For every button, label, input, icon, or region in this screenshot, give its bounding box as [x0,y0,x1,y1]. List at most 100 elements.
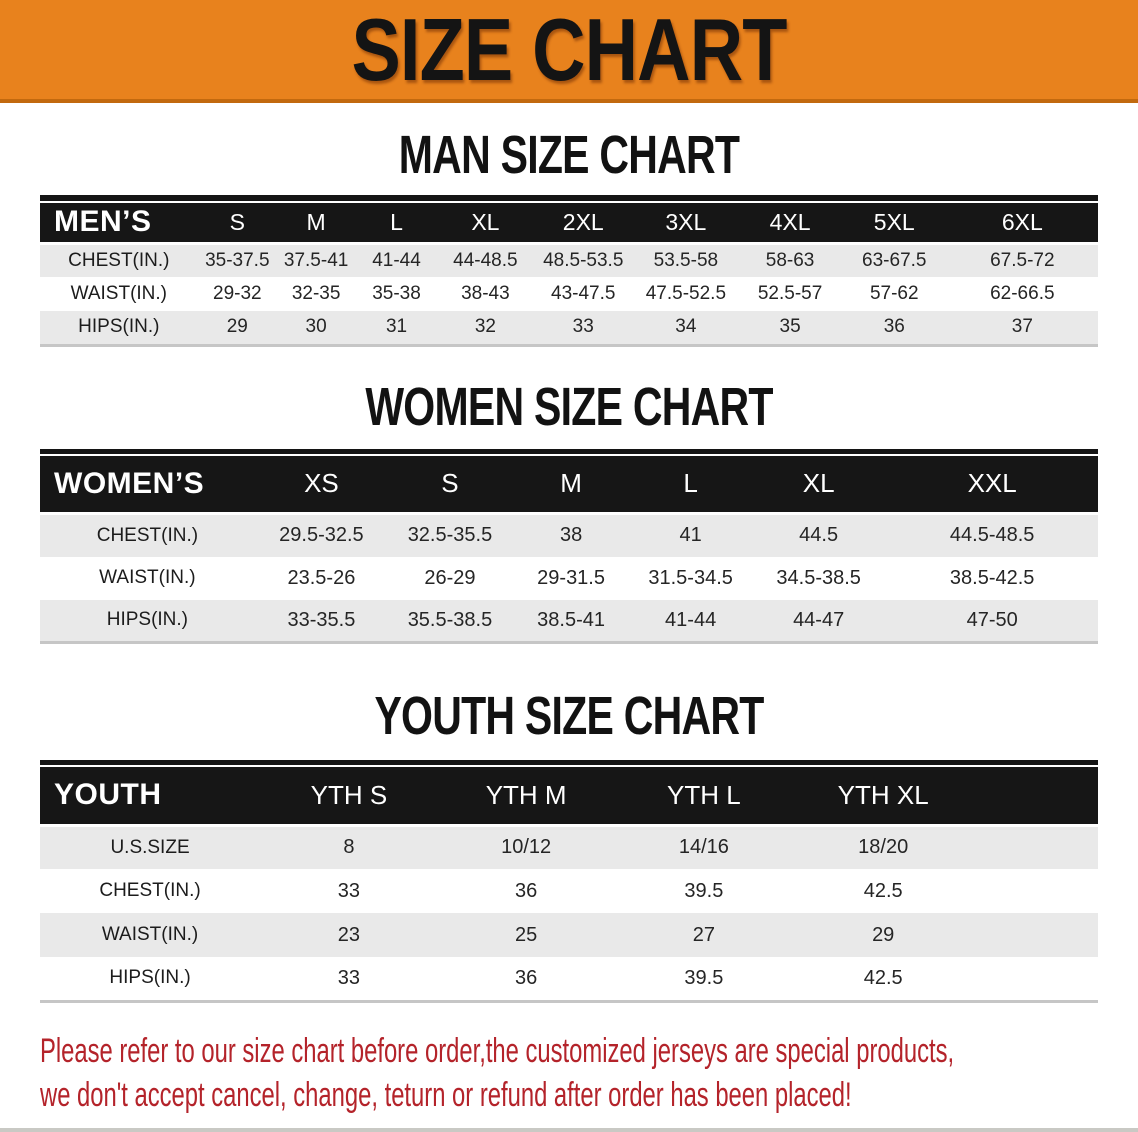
header-row: WOMEN’S XS S M L XL XXL [40,455,1098,514]
size-value-cell: 44.5 [799,524,839,547]
size-value-cell: 32 [474,316,496,338]
spacer-cell [973,825,1098,869]
row-label: CHEST(IN.) [99,880,201,901]
size-value-cell: 41-44 [665,608,717,631]
table-row: WAIST(IN.) 23.5-26 26-29 29-31.5 31.5-34… [40,556,1098,600]
table-row: WAIST(IN.) 29-32 32-35 35-38 38-43 43-47… [40,277,1098,311]
header-row: YOUTH YTH S YTH M YTH L YTH XL [40,767,1098,825]
column-header: 5XL [873,208,915,235]
size-value-cell: 44-48.5 [453,249,518,271]
size-value-cell: 33 [337,879,361,902]
column-header: YTH XL [837,779,929,810]
size-value-cell: 37.5-41 [283,249,349,271]
men-section-title: MAN SIZE CHART [398,125,740,185]
size-value-cell: 35-38 [372,283,421,304]
bottom-edge [0,1128,1138,1132]
women-section-title: WOMEN SIZE CHART [365,376,773,437]
disclaimer-line-1: Please refer to our size chart before or… [40,1031,955,1070]
column-header: YTH M [485,779,567,810]
size-value-cell: 10/12 [501,836,552,859]
table-row: HIPS(IN.) 33-35.5 35.5-38.5 38.5-41 41-4… [40,599,1098,643]
size-chart-banner: SIZE CHART [0,0,1138,103]
size-value-cell: 14/16 [678,836,729,859]
header-row: MEN’S S M L XL 2XL 3XL 4XL 5XL 6XL [40,203,1098,243]
column-header: 6XL [1001,208,1043,235]
size-value-cell: 39.5 [684,879,724,902]
size-value-cell: 42.5 [863,879,903,902]
column-header: L [390,208,403,235]
disclaimer-line-2: we don't accept cancel, change, teturn o… [40,1075,852,1114]
column-header: XL [802,468,835,499]
size-value-cell: 39.5 [684,966,724,989]
size-value-cell: 38 [559,524,583,547]
column-header: 3XL [665,208,707,235]
row-label: HIPS(IN.) [106,609,189,631]
column-header: YTH S [310,779,388,810]
spacer-cell [973,767,1098,825]
size-value-cell: 53.5-58 [653,249,719,271]
column-header: XS [304,468,339,499]
men-section: MAN SIZE CHART MEN’S S M L XL 2XL 3XL 4X… [0,125,1138,347]
row-label: U.S.SIZE [110,836,190,858]
size-value-cell: 41-44 [372,249,421,271]
size-value-cell: 33-35.5 [287,608,356,631]
youth-section: YOUTH SIZE CHART YOUTH YTH S YTH M YTH L… [0,686,1138,1003]
youth-size-table: YOUTH YTH S YTH M YTH L YTH XL U.S.SIZE … [40,767,1098,1003]
womens-size-table: WOMEN’S XS S M L XL XXL CHEST(IN.) 29.5-… [40,455,1098,644]
size-value-cell: 23 [337,923,361,946]
size-value-cell: 18/20 [858,836,909,859]
table-row: HIPS(IN.) 33 36 39.5 42.5 [40,957,1098,1001]
size-value-cell: 26-29 [424,566,476,589]
table-corner-label: YOUTH [54,778,162,812]
size-value-cell: 44.5-48.5 [949,524,1035,547]
size-value-cell: 38.5-42.5 [949,566,1035,589]
size-value-cell: 41 [679,524,702,547]
column-header: 4XL [769,208,811,235]
size-value-cell: 52.5-57 [757,283,823,304]
size-value-cell: 36 [883,316,905,338]
column-header: L [683,468,698,499]
size-value-cell: 23.5-26 [287,566,356,589]
size-value-cell: 43-47.5 [551,283,616,304]
size-value-cell: 48.5-53.5 [543,249,624,271]
size-value-cell: 36 [515,879,538,902]
size-value-cell: 33 [337,966,361,989]
column-header: S [441,468,459,499]
size-value-cell: 38-43 [461,283,510,304]
table-row: CHEST(IN.) 35-37.5 37.5-41 41-44 44-48.5… [40,243,1098,277]
women-section: WOMEN SIZE CHART WOMEN’S XS S M L XL XXL [0,376,1138,644]
table-corner-label: MEN’S [54,205,152,239]
table-row: U.S.SIZE 8 10/12 14/16 18/20 [40,825,1098,869]
size-value-cell: 32-35 [291,283,341,304]
spacer-cell [973,869,1098,913]
table-row: HIPS(IN.) 29 30 31 32 33 34 35 36 37 [40,311,1098,345]
row-label: CHEST(IN.) [96,524,199,546]
column-header: YTH L [667,779,741,810]
size-value-cell: 32.5-35.5 [407,524,493,547]
size-value-cell: 34 [675,316,697,338]
size-value-cell: 31.5-34.5 [648,566,733,589]
spacer-cell [973,913,1098,957]
table-row: CHEST(IN.) 33 36 39.5 42.5 [40,869,1098,913]
size-value-cell: 29-32 [213,283,262,304]
table-corner-label: WOMEN’S [54,466,205,500]
row-label: WAIST(IN.) [99,567,196,588]
size-value-cell: 25 [515,923,538,946]
row-label: HIPS(IN.) [78,316,160,338]
row-label: CHEST(IN.) [68,249,170,271]
disclaimer: Please refer to our size chart before or… [40,1029,1138,1117]
size-value-cell: 27 [692,923,715,946]
size-value-cell: 44-47 [793,608,845,631]
size-value-cell: 47-50 [966,608,1018,631]
size-value-cell: 8 [343,836,355,859]
mens-table-wrap: MEN’S S M L XL 2XL 3XL 4XL 5XL 6XL CHEST… [40,195,1098,347]
size-value-cell: 47.5-52.5 [645,283,727,304]
size-value-cell: 31 [385,316,408,338]
size-value-cell: 29 [872,923,895,946]
size-value-cell: 63-67.5 [862,249,927,271]
size-value-cell: 42.5 [863,966,903,989]
size-value-cell: 29.5-32.5 [279,524,364,547]
size-value-cell: 38.5-41 [537,608,605,631]
youth-section-title: YOUTH SIZE CHART [374,686,764,746]
row-label: WAIST(IN.) [70,283,168,304]
